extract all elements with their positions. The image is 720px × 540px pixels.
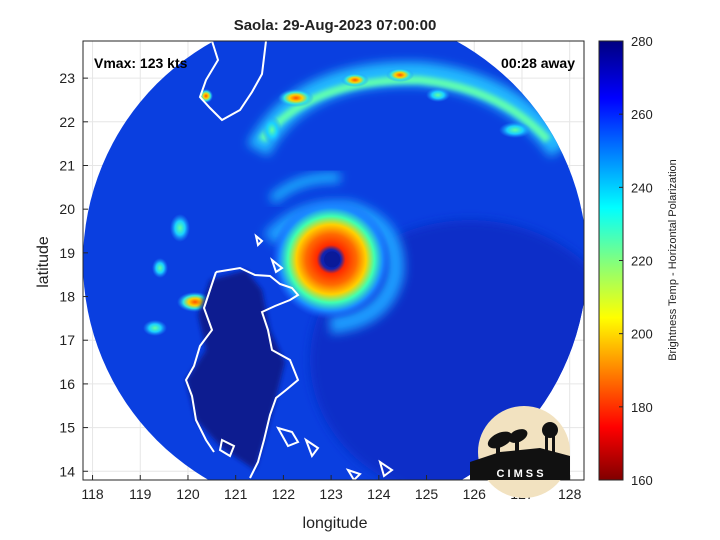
vmax-annotation: Vmax: 123 kts [94,55,188,71]
x-tick-label: 123 [319,486,343,502]
satellite-dish-icon [487,429,528,456]
y-tick-label: 19 [59,245,75,261]
colorbar-tick-label: 220 [631,254,653,269]
x-tick-label: 128 [558,486,582,502]
y-tick-label: 22 [59,114,75,130]
rainband-cell [341,73,369,87]
x-tick-label: 125 [415,486,439,502]
colorbar-tick-label: 280 [631,34,653,49]
rainband-cell [426,88,450,102]
y-axis-label: latitude [35,236,52,288]
x-tick-label: 122 [272,486,296,502]
land-warm-region [186,270,285,470]
rainband-cell [278,89,314,107]
convective-cell [152,258,168,278]
colorbar-tick-label: 200 [631,327,653,342]
x-tick-label: 126 [463,486,487,502]
colorbar-tick-label: 180 [631,400,653,415]
rainband-cell [499,122,531,138]
storm-eye [324,251,341,268]
y-tick-label: 18 [59,289,75,305]
y-tick-label: 15 [59,420,75,436]
time-offset-annotation: 00:28 away [501,55,575,71]
y-tick-label: 17 [59,332,75,348]
y-tick-label: 21 [59,157,75,173]
y-axis: 14 15 16 17 18 19 20 21 22 23 [59,70,88,479]
x-tick-label: 124 [367,486,391,502]
inner-spiral-band [268,172,341,204]
colorbar-tick-label: 240 [631,180,653,195]
outer-rainband-core [258,75,551,143]
x-tick-label: 118 [81,486,104,502]
logo-text: C I M S S [496,468,543,480]
rainband-cell [386,68,414,82]
chart-title: Saola: 29-Aug-2023 07:00:00 [234,17,437,34]
colorbar-label: Brightness Temp - Horizontal Polarizatio… [667,159,679,361]
y-tick-label: 23 [59,70,75,86]
x-tick-label: 119 [129,486,152,502]
x-tick-label: 121 [224,486,248,502]
x-tick-label: 120 [176,486,200,502]
convective-cell [170,214,190,242]
x-axis-label: longitude [303,515,368,532]
colorbar-tick-label: 160 [631,473,653,488]
cimss-logo: C I M S S [470,406,570,498]
plot-frame [82,40,585,481]
y-tick-label: 20 [59,201,75,217]
coastlines [184,41,394,480]
colorbar-ticks: 280 260 240 220 200 180 160 [619,34,653,488]
rainband-cell [262,116,282,144]
y-tick-label: 14 [59,463,75,479]
radar-tower-icon [542,422,558,458]
colorbar-tick-label: 260 [631,107,653,122]
convective-cell [143,320,167,336]
y-tick-label: 16 [59,376,75,392]
